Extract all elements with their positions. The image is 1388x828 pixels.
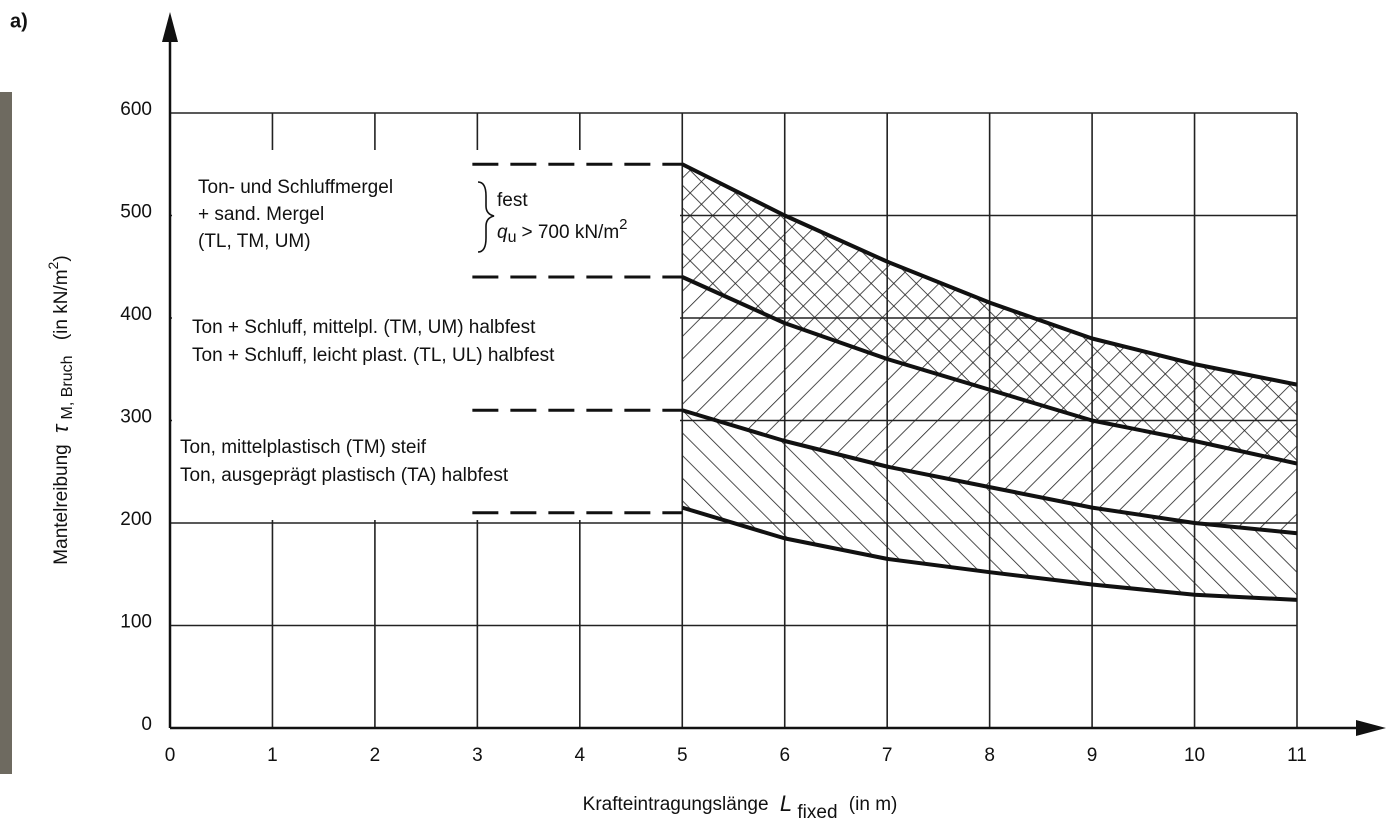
hatched-band (682, 410, 1297, 600)
y-axis-title: Mantelreibung τ M, Bruch (in kN/m2) (45, 255, 78, 564)
x-title-main: Krafteintragungslänge (583, 794, 769, 815)
y-tick-label: 600 (120, 99, 152, 120)
y-tick-label: 200 (120, 509, 152, 530)
x-tick-label: 8 (984, 745, 995, 766)
x-tick-label: 10 (1184, 745, 1205, 766)
condition-formula: qu > 700 kN/m2 (497, 216, 628, 246)
condition-text: fest (497, 190, 528, 211)
curve (681, 408, 1298, 536)
y-title-unit: (in kN/m (51, 269, 72, 340)
x-title-unit: (in m) (849, 794, 898, 815)
band-label: + sand. Mergel (198, 204, 324, 225)
band-label: Ton + Schluff, leicht plast. (TL, UL) ha… (192, 345, 555, 366)
x-tick-label: 4 (575, 745, 586, 766)
curve (681, 275, 1298, 466)
condition-sub: u (508, 229, 517, 246)
x-tick-label: 0 (165, 745, 176, 766)
x-arrow (1356, 720, 1386, 736)
y-title-main: Mantelreibung (51, 444, 72, 564)
photo-edge (0, 92, 12, 774)
y-title-sub: M, Bruch (59, 355, 76, 419)
band-label: Ton- und Schluffmergel (198, 177, 393, 198)
curve (681, 505, 1298, 602)
x-tick-label: 6 (779, 745, 790, 766)
x-tick-label: 1 (267, 745, 278, 766)
y-tick-label: 0 (141, 714, 152, 735)
y-tick-label: 100 (120, 612, 152, 633)
condition-sup: 2 (619, 216, 627, 233)
x-tick-label: 3 (472, 745, 483, 766)
band-label: Ton, ausgeprägt plastisch (TA) halbfest (180, 465, 509, 486)
x-tick-label: 5 (677, 745, 688, 766)
condition-var: q (497, 222, 508, 243)
label-box (172, 150, 680, 520)
x-tick-label: 7 (882, 745, 893, 766)
x-tick-label: 2 (370, 745, 381, 766)
panel-label: a) (10, 10, 28, 32)
condition-rel: > 700 kN/m (521, 222, 619, 243)
y-title-var: τ (48, 423, 73, 433)
plot (472, 162, 1298, 602)
x-tick-label: 11 (1287, 745, 1307, 766)
band-label: Ton, mittelplastisch (TM) steif (180, 437, 427, 458)
curve (681, 162, 1298, 387)
x-axis-title: Krafteintragungslänge L fixed (in m) (583, 791, 898, 823)
y-tick-label: 500 (120, 202, 152, 223)
y-tick-label: 400 (120, 304, 152, 325)
brace (477, 181, 495, 253)
y-title-sup: 2 (45, 261, 61, 269)
band-label: Ton + Schluff, mittelpl. (TM, UM) halbfe… (192, 317, 536, 338)
y-arrow (162, 12, 178, 42)
x-title-var: L (780, 791, 792, 816)
x-title-sub: fixed (797, 802, 837, 823)
band-label: (TL, TM, UM) (198, 231, 311, 252)
y-tick-label: 300 (120, 407, 152, 428)
y-title-close: ) (51, 255, 72, 261)
x-tick-label: 9 (1087, 745, 1098, 766)
